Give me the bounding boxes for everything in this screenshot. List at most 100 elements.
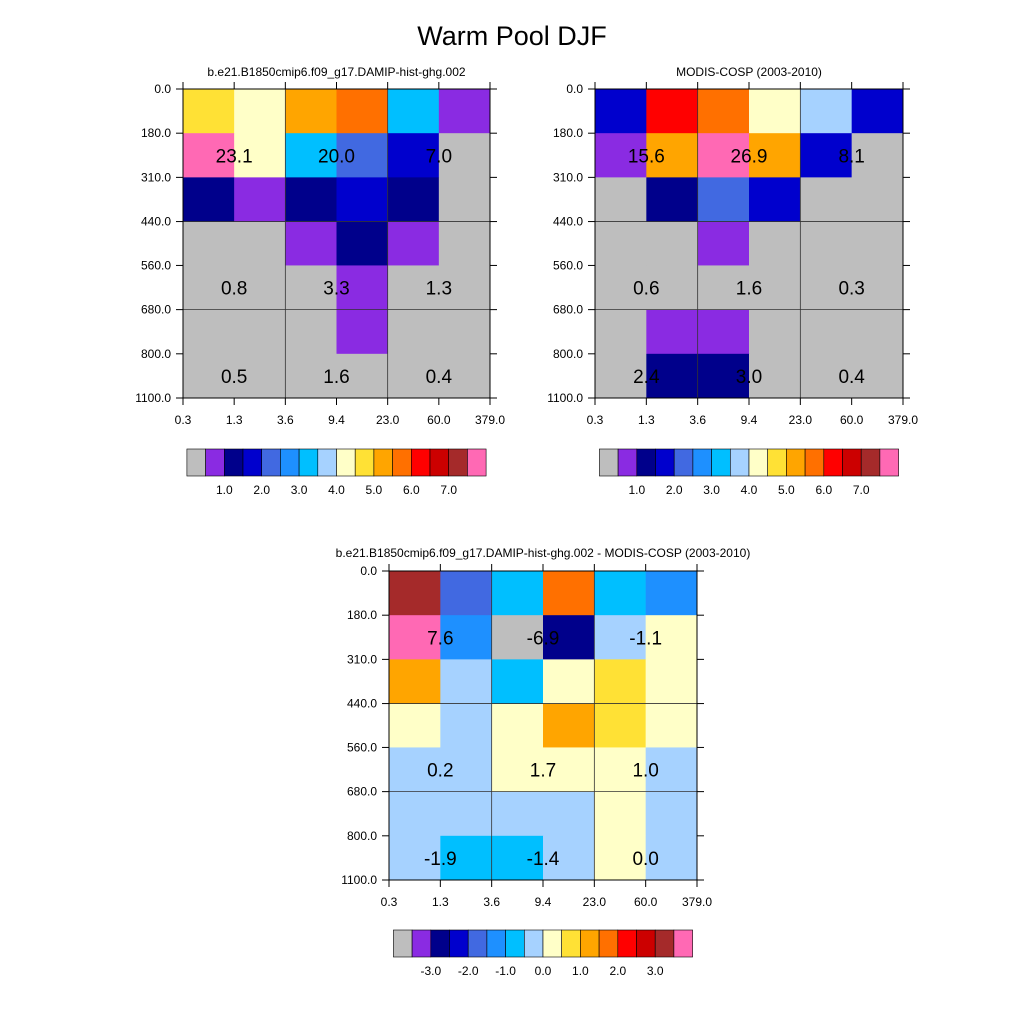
cell-value-label: 0.5 — [221, 367, 247, 388]
heatmap-cell — [543, 791, 595, 837]
heatmap-cell — [491, 703, 544, 748]
heatmap-cell — [543, 703, 595, 748]
heatmap-cell — [543, 835, 595, 881]
colorbar-label: 3.0 — [703, 483, 720, 497]
colorbar-label: 4.0 — [741, 483, 758, 497]
heatmap-cell — [336, 265, 388, 310]
x-tick-label: 0.3 — [381, 895, 398, 909]
x-tick-label: 1.3 — [638, 413, 655, 427]
colorbar-swatch — [467, 929, 488, 958]
heatmap-cell — [645, 747, 698, 792]
heatmap-cell — [285, 309, 337, 355]
heatmap-cell — [285, 353, 337, 399]
x-tick-label: 1.3 — [432, 895, 449, 909]
x-tick-label: 60.0 — [427, 413, 451, 427]
heatmap-cell — [645, 791, 698, 837]
cell-value-label: 15.6 — [628, 146, 665, 167]
y-tick-label: 560.0 — [347, 740, 377, 754]
heatmap-cell — [285, 221, 337, 266]
colorbar-swatch — [411, 929, 432, 958]
heatmap-cell — [234, 133, 286, 178]
heatmap-cell — [646, 133, 698, 178]
page-title: Warm Pool DJF — [417, 21, 607, 51]
cell-value-label: 0.8 — [221, 279, 247, 300]
cell-value-label: 23.1 — [216, 146, 253, 167]
heatmap-cell — [387, 133, 440, 178]
colorbar-swatch — [354, 448, 375, 477]
heatmap-cell — [491, 659, 544, 704]
heatmap-cell — [851, 177, 904, 222]
heatmap-cell — [336, 221, 388, 266]
colorbar-swatch — [860, 448, 881, 477]
y-tick-label: 440.0 — [141, 215, 171, 229]
x-tick-label: 60.0 — [840, 413, 864, 427]
colorbar-swatch — [261, 448, 281, 477]
heatmap-cell — [800, 133, 852, 178]
cell-value-label: 0.2 — [427, 761, 453, 782]
colorbar-label: -2.0 — [458, 964, 479, 978]
y-tick-label: 310.0 — [141, 170, 171, 184]
y-tick-label: 680.0 — [347, 785, 377, 799]
heatmap-panel-2: MODIS-COSP (2003-2010) 0.0 180.0 310.0 440.0… — [547, 65, 918, 497]
heatmap-cell — [697, 133, 750, 178]
x-tick-label: 9.4 — [741, 413, 758, 427]
heatmap-cell — [851, 265, 904, 310]
colorbar-swatch — [636, 448, 656, 477]
cell-value-label: 26.9 — [731, 146, 768, 167]
heatmap-cell — [800, 265, 852, 310]
heatmap-cell — [800, 353, 852, 399]
colorbar-swatch — [617, 929, 637, 958]
heatmap-cell — [543, 747, 595, 792]
heatmap-cell — [183, 353, 235, 399]
heatmap-cell — [594, 615, 646, 660]
heatmap-cell — [234, 221, 286, 266]
x-tick-label: 60.0 — [634, 895, 658, 909]
x-tick-label: 23.0 — [789, 413, 813, 427]
colorbar-swatch — [748, 448, 769, 477]
heatmap-cell — [285, 265, 337, 310]
cell-value-label: 1.3 — [426, 279, 452, 300]
x-tick-label: 379.0 — [475, 413, 505, 427]
cell-value-label: 2.4 — [633, 367, 660, 388]
x-tick-label: 9.4 — [535, 895, 552, 909]
heatmap-cell — [749, 221, 801, 266]
heatmap-cell — [440, 835, 492, 881]
heatmap-cell — [749, 309, 801, 355]
colorbar-swatch — [654, 929, 675, 958]
heatmap-cell — [285, 177, 337, 222]
colorbar-swatch — [393, 929, 413, 958]
heatmap-cell — [183, 133, 235, 178]
colorbar-label: 2.0 — [609, 964, 626, 978]
heatmap-cell — [697, 177, 750, 222]
heatmap-cell — [440, 747, 492, 792]
x-tick-label: 379.0 — [888, 413, 918, 427]
heatmap-cell — [389, 571, 441, 616]
heatmap-cell — [336, 89, 388, 134]
colorbar-swatch — [636, 929, 656, 958]
colorbar-label: 5.0 — [778, 483, 795, 497]
heatmap-cell — [438, 265, 491, 310]
colorbar-swatch — [598, 929, 619, 958]
colorbar-label: 4.0 — [328, 483, 345, 497]
x-tick-label: 3.6 — [689, 413, 706, 427]
y-tick-label: 800.0 — [347, 829, 377, 843]
colorbar-swatch — [673, 448, 694, 477]
heatmap-cell — [234, 265, 286, 310]
heatmap-cell — [438, 221, 491, 266]
heatmap-cell — [440, 571, 492, 616]
heatmap-cell — [645, 615, 698, 660]
colorbar-swatch — [298, 448, 319, 477]
colorbar-swatch — [392, 448, 412, 477]
heatmap-cell — [285, 89, 337, 134]
heatmap-cell — [800, 89, 852, 134]
heatmap-cell — [749, 353, 801, 399]
colorbar-swatch — [317, 448, 337, 477]
y-tick-label: 1100.0 — [547, 391, 583, 405]
heatmap-cell — [595, 221, 647, 266]
heatmap-cell — [749, 265, 801, 310]
colorbar-swatch — [205, 448, 225, 477]
heatmap-cell — [595, 353, 647, 399]
colorbar-swatch — [449, 929, 469, 958]
y-tick-label: 440.0 — [553, 215, 583, 229]
heatmap-cell — [543, 659, 595, 704]
